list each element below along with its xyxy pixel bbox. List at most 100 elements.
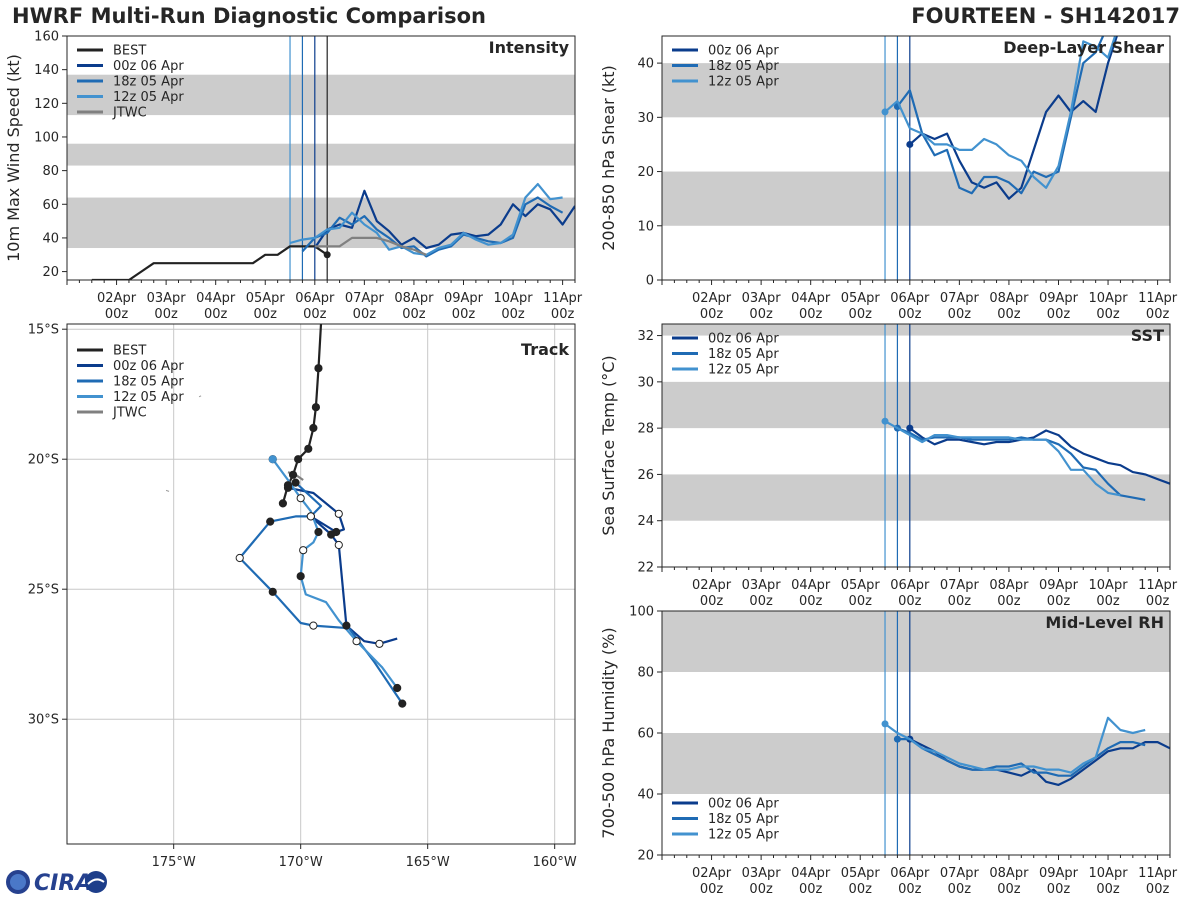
x-tick-label-hour: 00z (997, 594, 1021, 609)
y-tick-label: 100 (629, 605, 654, 620)
x-tick-label-date: 07Apr (940, 291, 980, 306)
longitude-label: 175°W (152, 855, 196, 870)
series-line-12z-05-apr (884, 716, 1146, 774)
shaded-band (662, 381, 1170, 429)
latitude-label: 15°S (28, 323, 59, 338)
y-tick-label: 60 (637, 727, 654, 742)
y-axis-label: Sea Surface Temp (°C) (599, 355, 618, 535)
x-tick-label-date: 06Apr (890, 578, 930, 593)
x-tick-label-hour: 00z (353, 307, 377, 322)
legend-label-jtwc: JTWC (112, 406, 147, 421)
x-tick-label-date: 10Apr (494, 291, 534, 306)
track-point-18z-05-apr (266, 517, 275, 526)
x-tick-label-date: 02Apr (97, 291, 137, 306)
shaded-band (67, 143, 575, 166)
track-point-00z-06-apr (375, 639, 384, 648)
series-line-12z-05-apr (884, 36, 1117, 189)
logo-emblem-icon (85, 871, 107, 893)
track-point-18z-05-apr (268, 587, 277, 596)
legend-label-00z-06-apr: 00z 06 Apr (113, 359, 184, 374)
x-tick-label-date: 02Apr (692, 291, 732, 306)
x-tick-label-date: 07Apr (345, 291, 385, 306)
y-tick-label: 24 (637, 514, 654, 529)
x-tick-label-date: 08Apr (989, 866, 1029, 881)
panel-title: Intensity (489, 38, 570, 57)
track-point-00z-06-apr (283, 483, 293, 492)
series-line-00z-06-apr (909, 427, 1170, 485)
longitude-label: 160°W (533, 855, 577, 870)
logo-text: CIRA (34, 871, 92, 896)
y-tick-label: 20 (637, 165, 654, 180)
plot-frame (66, 35, 576, 281)
x-tick-label-hour: 00z (254, 307, 278, 322)
x-tick-label-hour: 00z (1047, 307, 1071, 322)
track-point-best (314, 364, 323, 373)
track-point-18z-05-apr (309, 621, 318, 630)
x-tick-label-date: 02Apr (692, 866, 732, 881)
x-tick-label-hour: 00z (700, 594, 724, 609)
x-tick-label-date: 06Apr (890, 866, 930, 881)
track-point-00z-06-apr (327, 530, 336, 539)
longitude-label: 170°W (279, 855, 323, 870)
track-point-12z-05-apr (299, 546, 308, 555)
longitude-label: 165°W (406, 855, 450, 870)
x-tick-label-date: 08Apr (989, 578, 1029, 593)
track-start-point-12z-05-apr (268, 455, 277, 464)
x-tick-label-date: 11Apr (543, 291, 583, 306)
x-tick-label-hour: 00z (1096, 594, 1120, 609)
x-tick-label-hour: 00z (1047, 882, 1071, 897)
island-speck (165, 489, 170, 492)
panel-title: SST (1131, 326, 1164, 345)
chart-sst: 22242628303202Apr00z03Apr00z04Apr00z05Ap… (599, 323, 1178, 609)
x-tick-label-date: 04Apr (791, 866, 831, 881)
track-point-best (309, 423, 318, 433)
plot-area (662, 324, 1170, 567)
track-point-12z-05-apr (314, 527, 323, 537)
x-tick-label-date: 07Apr (940, 578, 980, 593)
series-line-00z-06-apr (909, 36, 1119, 200)
chart-shear: 01020304002Apr00z03Apr00z04Apr00z05Apr00… (599, 35, 1178, 322)
map-area (67, 324, 575, 844)
series-start-point-00z-06-apr (906, 424, 914, 432)
x-tick-label-hour: 00z (700, 882, 724, 897)
x-tick-label-hour: 00z (204, 307, 228, 322)
x-tick-label-hour: 00z (402, 307, 426, 322)
y-tick-label: 80 (42, 164, 59, 179)
track-point-12z-05-apr (352, 637, 361, 646)
x-tick-label-date: 10Apr (1089, 578, 1129, 593)
track-point-12z-05-apr (296, 572, 305, 581)
x-tick-label-date: 07Apr (940, 866, 980, 881)
x-tick-label-date: 04Apr (791, 578, 831, 593)
x-tick-label-hour: 00z (799, 594, 823, 609)
shaded-band (662, 324, 1170, 336)
y-tick-label: 0 (646, 274, 654, 289)
x-tick-label-hour: 00z (849, 594, 873, 609)
x-tick-label-date: 06Apr (890, 291, 930, 306)
x-tick-label-hour: 00z (1146, 307, 1170, 322)
x-tick-label-date: 05Apr (246, 291, 286, 306)
x-tick-label-hour: 00z (997, 307, 1021, 322)
x-tick-label-date: 09Apr (1039, 866, 1079, 881)
legend-label-00z-06-apr: 00z 06 Apr (708, 332, 779, 347)
track-line-00z-06-apr (287, 486, 398, 645)
x-tick-label-date: 08Apr (989, 291, 1029, 306)
x-tick-label-date: 03Apr (742, 291, 782, 306)
series-line-jtwc (314, 236, 427, 256)
shaded-band (662, 171, 1170, 226)
legend-label-12z-05-apr: 12z 05 Apr (708, 363, 779, 378)
chart-intensity: 2040608010012014016002Apr00z03Apr00z04Ap… (4, 30, 583, 323)
latitude-label: 20°S (28, 453, 59, 468)
y-axis-label: 10m Max Wind Speed (kt) (4, 54, 23, 262)
y-tick-label: 140 (34, 63, 59, 78)
legend-label-12z-05-apr: 12z 05 Apr (113, 90, 184, 105)
x-tick-label-hour: 00z (1096, 882, 1120, 897)
legend-label-jtwc: JTWC (112, 106, 147, 121)
series-line-18z-05-apr (897, 427, 1146, 501)
x-tick-label-hour: 00z (799, 307, 823, 322)
x-tick-label-hour: 00z (1047, 594, 1071, 609)
x-tick-label-date: 03Apr (147, 291, 187, 306)
series-end-point-best (323, 251, 331, 259)
